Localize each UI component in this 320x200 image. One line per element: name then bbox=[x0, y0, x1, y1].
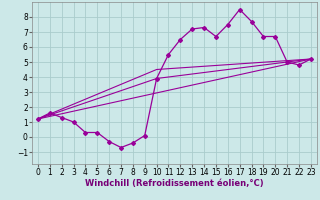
X-axis label: Windchill (Refroidissement éolien,°C): Windchill (Refroidissement éolien,°C) bbox=[85, 179, 264, 188]
